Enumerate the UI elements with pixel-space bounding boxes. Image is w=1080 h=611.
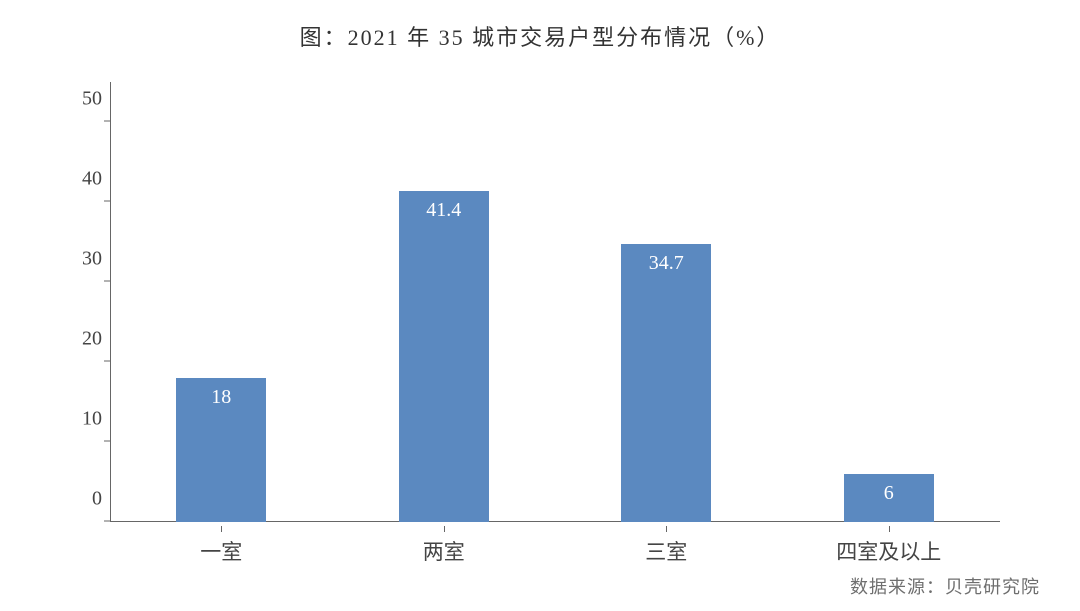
x-axis-label: 三室 <box>555 526 778 566</box>
bar: 18 <box>176 378 266 522</box>
bar-value-label: 18 <box>211 386 231 409</box>
y-tick-label: 40 <box>82 168 102 191</box>
x-tick-mark <box>889 526 890 532</box>
y-axis: 0 10 20 30 40 50 <box>60 82 110 522</box>
bar-value-label: 34.7 <box>649 252 684 275</box>
chart-container: 图：2021 年 35 城市交易户型分布情况（%） 0 10 20 30 40 50 18… <box>60 20 1020 591</box>
x-axis-label: 两室 <box>333 526 556 566</box>
bars-group: 18 41.4 34.7 6 <box>110 82 1000 522</box>
bar: 6 <box>844 474 934 522</box>
x-axis-label: 一室 <box>110 526 333 566</box>
x-tick-mark <box>444 526 445 532</box>
chart-title: 图：2021 年 35 城市交易户型分布情况（%） <box>60 20 1020 52</box>
y-tick-label: 50 <box>82 88 102 111</box>
bar: 41.4 <box>399 191 489 522</box>
x-tick-mark <box>666 526 667 532</box>
y-tick-label: 20 <box>82 328 102 351</box>
plot-area: 01020304050 1841.434.76 一室两室三室四室及以上 <box>110 82 1000 522</box>
x-axis-label: 四室及以上 <box>778 526 1001 566</box>
bar: 34.7 <box>621 244 711 522</box>
bar-group: 18 <box>110 82 333 522</box>
source-label: 数据来源：贝壳研究院 <box>850 573 1040 599</box>
y-tick-label: 30 <box>82 248 102 271</box>
bar-value-label: 41.4 <box>426 199 461 222</box>
bar-value-label: 6 <box>884 482 894 505</box>
y-tick-label: 10 <box>82 408 102 431</box>
bar-group: 41.4 <box>333 82 556 522</box>
x-tick-mark <box>221 526 222 532</box>
y-tick-label: 0 <box>92 488 102 511</box>
bar-group: 6 <box>778 82 1001 522</box>
x-labels: 一室两室三室四室及以上 <box>110 526 1000 566</box>
bar-group: 34.7 <box>555 82 778 522</box>
